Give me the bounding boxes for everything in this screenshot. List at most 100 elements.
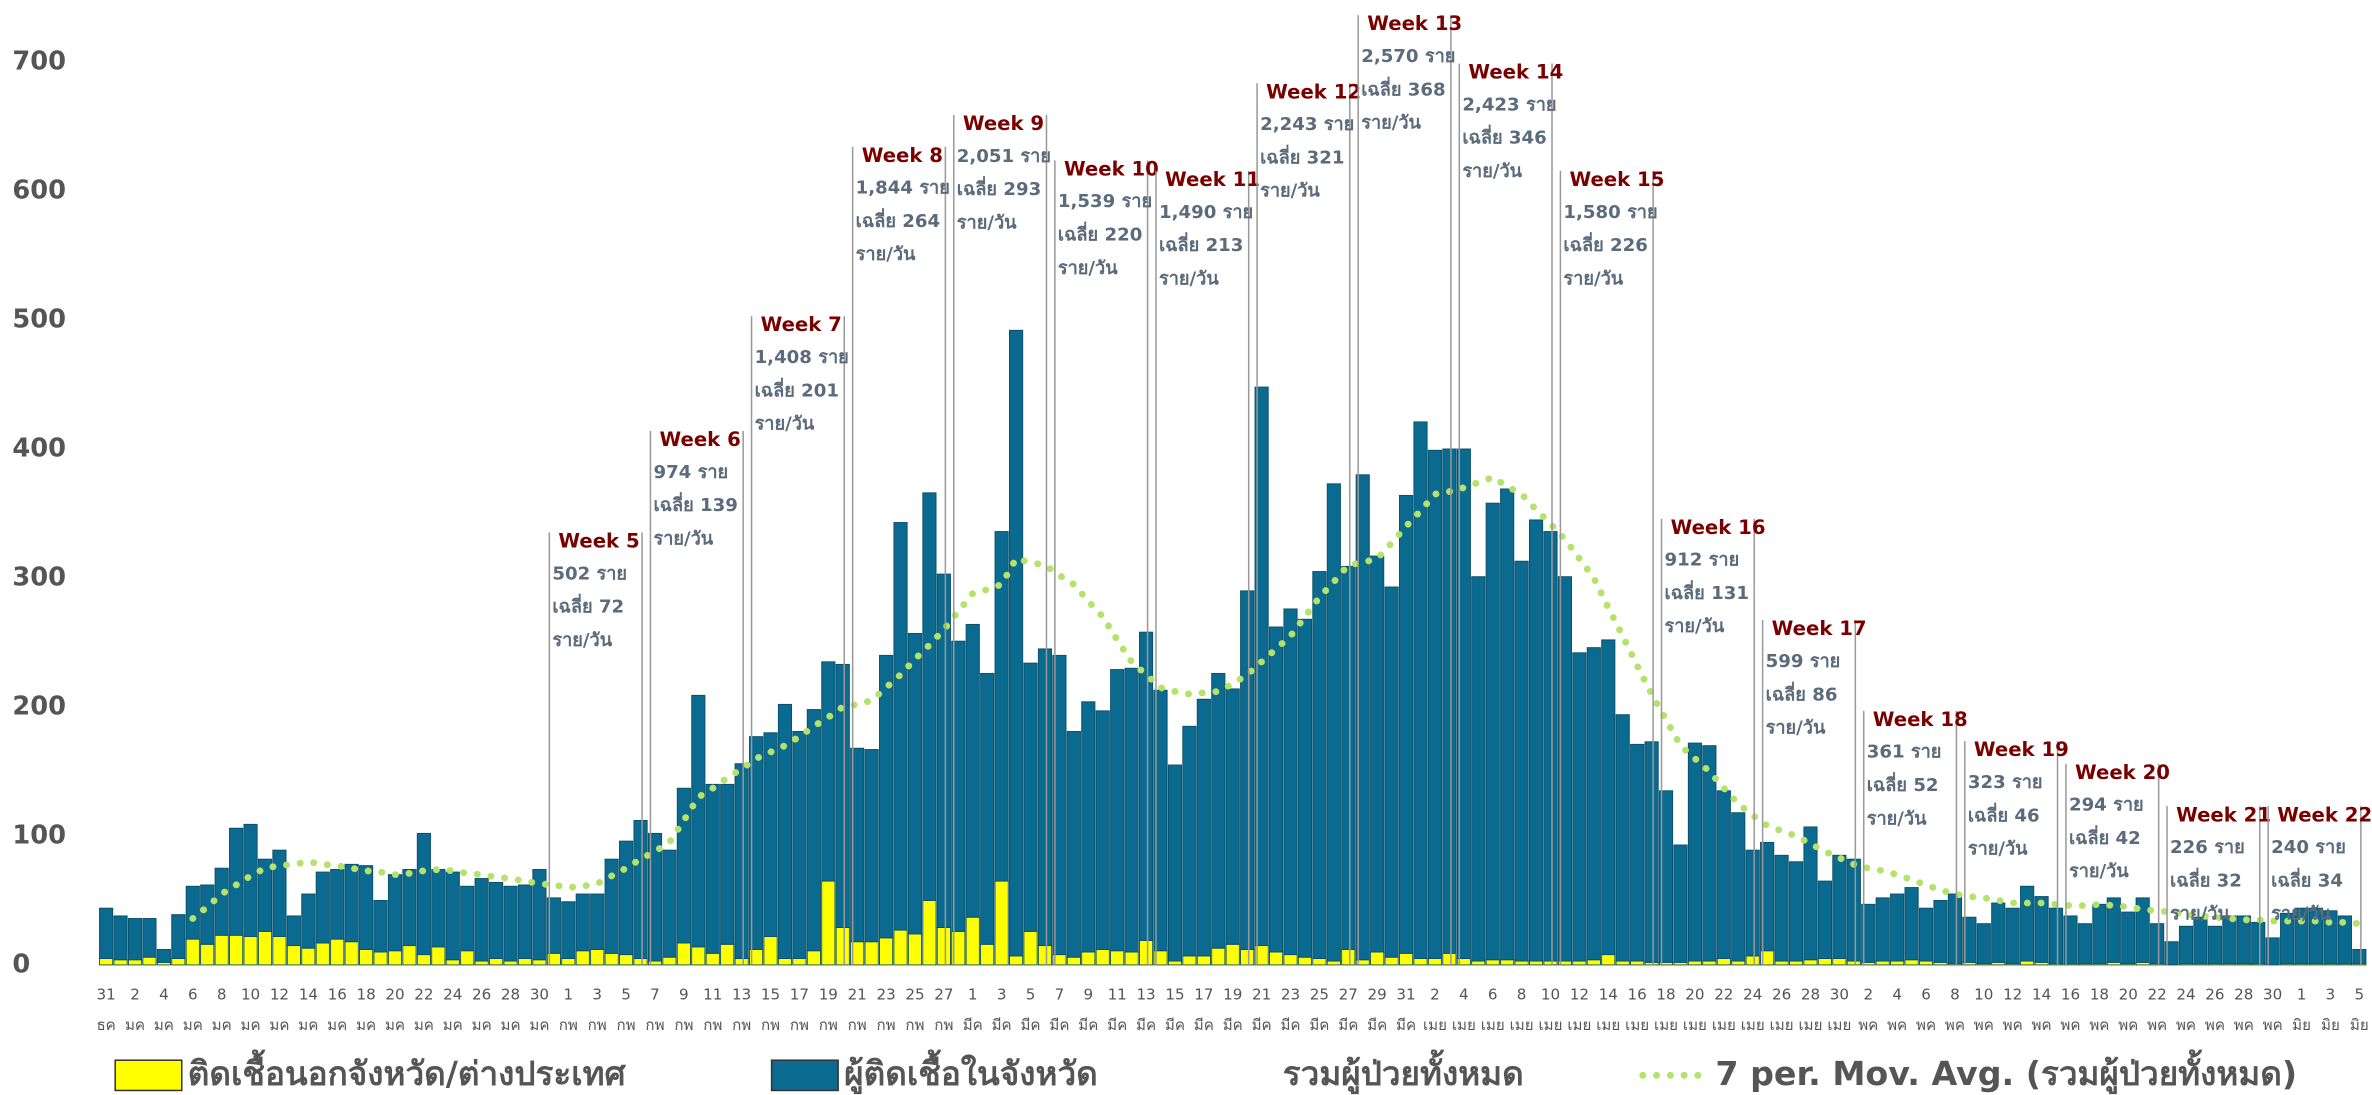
bar-segment	[1702, 745, 1717, 962]
bar-segment	[2251, 921, 2266, 965]
bar-segment	[691, 694, 706, 948]
bar-segment	[1413, 421, 1428, 959]
bar-segment	[821, 661, 836, 882]
bar-segment	[1283, 954, 1298, 966]
bar-segment	[2135, 897, 2150, 963]
week-stat: 1,408 ราย	[755, 347, 849, 368]
bar-segment	[1687, 742, 1703, 962]
bar-segment	[1774, 854, 1789, 962]
x-tick-label: 10	[1541, 986, 1560, 1004]
week-stat: ราย/วัน	[1665, 616, 1725, 637]
bar-segment	[806, 709, 821, 952]
bar-segment	[575, 893, 590, 952]
bar-segment	[171, 958, 186, 966]
week-stat: เฉลี่ย 368	[1361, 76, 1445, 100]
x-tick-label: 1	[968, 986, 978, 1004]
x-tick-month: กพ	[819, 1016, 838, 1034]
y-tick-label: 200	[12, 691, 66, 721]
bar-segment	[257, 930, 273, 966]
bar-segment	[1037, 945, 1053, 966]
week-stat: 240 ราย	[2271, 837, 2346, 858]
week-stat: ราย/วัน	[856, 244, 916, 265]
bar-segment	[1861, 903, 1876, 963]
bar-segment	[763, 732, 778, 938]
bar-segment	[1817, 958, 1832, 966]
bar-segment	[1803, 826, 1818, 961]
x-tick-label: 26	[2205, 986, 2224, 1004]
bar-segment	[1846, 858, 1861, 962]
week-title: Week 22	[2277, 803, 2372, 826]
bar-segment	[1427, 449, 1443, 959]
bar-segment	[1196, 955, 1211, 966]
week-stat: เฉลี่ย 34	[2271, 867, 2343, 891]
bar-segment	[633, 958, 648, 966]
x-tick-month: มค	[241, 1016, 261, 1034]
week-stat: 1,539 ราย	[1058, 191, 1152, 212]
x-tick-label: 14	[1599, 986, 1618, 1004]
x-tick-month: กพ	[617, 1016, 636, 1034]
bar-segment	[1398, 952, 1414, 966]
bar-segment	[1370, 555, 1385, 953]
x-tick-label: 24	[443, 986, 462, 1004]
bar-segment	[1485, 959, 1500, 966]
bar-segment	[835, 663, 850, 928]
bar-segment	[272, 936, 287, 966]
bar-segment	[850, 747, 865, 943]
x-tick-label: 16	[328, 986, 347, 1004]
bar-segment	[344, 941, 359, 966]
bar-segment	[994, 531, 1009, 882]
bar-segment	[1514, 960, 1529, 966]
week-title: Week 20	[2075, 761, 2170, 784]
x-tick-label: 2	[1863, 986, 1873, 1004]
bar-segment	[1225, 943, 1240, 966]
bar-segment	[821, 880, 836, 966]
x-tick-month: มีค	[1165, 1016, 1185, 1034]
bar-segment	[1500, 488, 1515, 961]
x-tick-month: มค	[529, 1016, 549, 1034]
x-tick-month: มค	[385, 1016, 405, 1034]
bar-segment	[431, 946, 446, 966]
x-tick-label: 24	[1743, 986, 1762, 1004]
bar-segment	[387, 950, 403, 966]
bar-segment	[127, 959, 143, 966]
x-tick-month: พค	[2263, 1016, 2283, 1034]
x-tick-label: 23	[1281, 986, 1300, 1004]
week-title: Week 6	[660, 428, 741, 451]
x-tick-month: พค	[1887, 1016, 1907, 1034]
bar-segment	[1427, 958, 1443, 966]
bar-segment	[1182, 955, 1197, 966]
x-tick-label: 2	[1430, 986, 1440, 1004]
x-tick-month: กพ	[559, 1016, 578, 1034]
x-tick-label: 30	[2263, 986, 2282, 1004]
bar-segment	[2207, 925, 2222, 965]
bar-segment	[1283, 608, 1298, 956]
bar-segment	[1687, 960, 1703, 966]
bar-segment	[720, 943, 735, 966]
week-stat: เฉลี่ย 220	[1058, 221, 1142, 245]
bar-segment	[503, 960, 518, 966]
bar-segment	[1456, 448, 1471, 959]
week-stat: ราย/วัน	[653, 528, 713, 549]
x-tick-month: มค	[501, 1016, 521, 1034]
week-stat: 1,580 ราย	[1563, 202, 1657, 223]
bar-segment	[561, 901, 576, 959]
x-tick-month: พค	[2234, 1016, 2254, 1034]
bar-segment	[1586, 959, 1601, 966]
x-tick-label: 22	[1714, 986, 1733, 1004]
bar-segment	[2236, 915, 2251, 965]
bar-segment	[633, 820, 648, 959]
week-stat: 1,844 ราย	[856, 178, 950, 199]
x-tick-label: 30	[530, 986, 549, 1004]
x-tick-label: 17	[790, 986, 809, 1004]
x-tick-month: ธค	[96, 1016, 115, 1034]
bar-segment	[1268, 951, 1284, 966]
x-tick-label: 5	[2355, 986, 2365, 1004]
bar-segment	[907, 933, 923, 966]
x-tick-label: 22	[414, 986, 433, 1004]
bar-segment	[532, 959, 547, 966]
bar-segment	[965, 916, 980, 966]
bar-segment	[734, 958, 749, 966]
bar-segment	[1268, 626, 1284, 953]
x-tick-month: มีค	[1252, 1016, 1272, 1034]
bar-segment	[1702, 960, 1717, 966]
